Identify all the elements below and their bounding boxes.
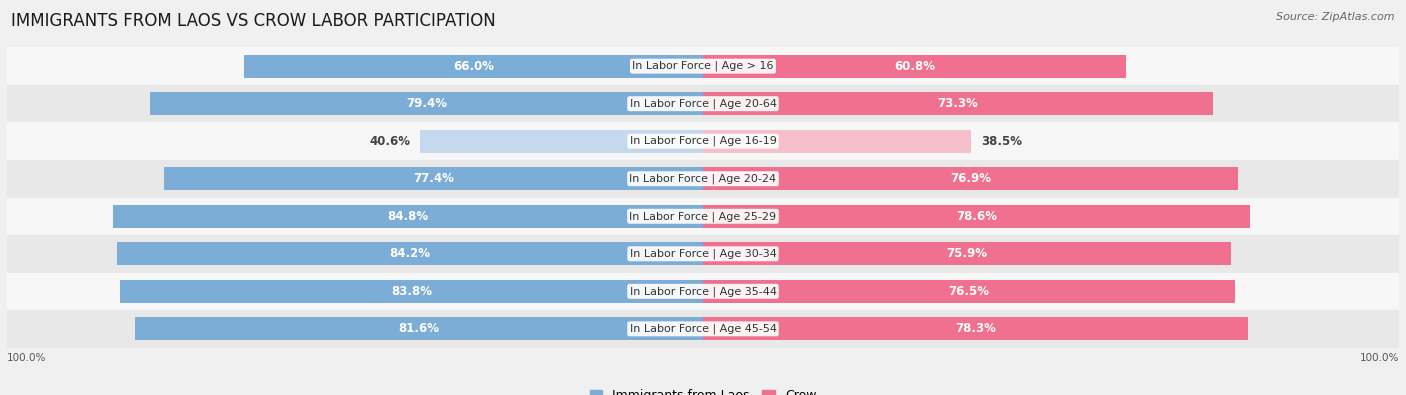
Text: 81.6%: 81.6%	[398, 322, 440, 335]
Bar	[703, 317, 1249, 340]
Bar	[703, 280, 1236, 303]
Text: Source: ZipAtlas.com: Source: ZipAtlas.com	[1277, 12, 1395, 22]
Text: In Labor Force | Age 30-34: In Labor Force | Age 30-34	[630, 248, 776, 259]
Text: IMMIGRANTS FROM LAOS VS CROW LABOR PARTICIPATION: IMMIGRANTS FROM LAOS VS CROW LABOR PARTI…	[11, 12, 496, 30]
Bar	[7, 47, 1399, 85]
Text: In Labor Force | Age 20-64: In Labor Force | Age 20-64	[630, 98, 776, 109]
Text: 78.6%: 78.6%	[956, 210, 997, 223]
Text: 84.2%: 84.2%	[389, 247, 430, 260]
Text: 100.0%: 100.0%	[1360, 353, 1399, 363]
Bar	[165, 167, 703, 190]
Text: In Labor Force | Age 35-44: In Labor Force | Age 35-44	[630, 286, 776, 297]
Text: In Labor Force | Age 25-29: In Labor Force | Age 25-29	[630, 211, 776, 222]
Bar	[7, 273, 1399, 310]
Text: 66.0%: 66.0%	[453, 60, 494, 73]
Bar	[150, 92, 703, 115]
Bar	[703, 130, 972, 153]
Legend: Immigrants from Laos, Crow: Immigrants from Laos, Crow	[585, 384, 821, 395]
Text: In Labor Force | Age > 16: In Labor Force | Age > 16	[633, 61, 773, 71]
Bar	[703, 167, 1239, 190]
Bar	[117, 242, 703, 265]
Bar	[243, 55, 703, 78]
Text: In Labor Force | Age 20-24: In Labor Force | Age 20-24	[630, 173, 776, 184]
Bar	[7, 122, 1399, 160]
Bar	[703, 92, 1213, 115]
Text: 60.8%: 60.8%	[894, 60, 935, 73]
Bar	[7, 85, 1399, 122]
Bar	[120, 280, 703, 303]
Text: In Labor Force | Age 16-19: In Labor Force | Age 16-19	[630, 136, 776, 147]
Bar	[7, 198, 1399, 235]
Bar	[7, 310, 1399, 348]
Text: In Labor Force | Age 45-54: In Labor Force | Age 45-54	[630, 324, 776, 334]
Text: 73.3%: 73.3%	[938, 97, 979, 110]
Text: 76.5%: 76.5%	[949, 285, 990, 298]
Text: 84.8%: 84.8%	[387, 210, 429, 223]
Text: 83.8%: 83.8%	[391, 285, 432, 298]
Bar	[420, 130, 703, 153]
Text: 100.0%: 100.0%	[7, 353, 46, 363]
Text: 40.6%: 40.6%	[368, 135, 411, 148]
Text: 79.4%: 79.4%	[406, 97, 447, 110]
Text: 38.5%: 38.5%	[981, 135, 1022, 148]
Bar	[112, 205, 703, 228]
Bar	[703, 205, 1250, 228]
Bar	[135, 317, 703, 340]
Text: 76.9%: 76.9%	[950, 172, 991, 185]
Text: 75.9%: 75.9%	[946, 247, 987, 260]
Text: 78.3%: 78.3%	[955, 322, 995, 335]
Bar	[703, 55, 1126, 78]
Bar	[7, 160, 1399, 198]
Bar	[7, 235, 1399, 273]
Text: 77.4%: 77.4%	[413, 172, 454, 185]
Bar	[703, 242, 1232, 265]
